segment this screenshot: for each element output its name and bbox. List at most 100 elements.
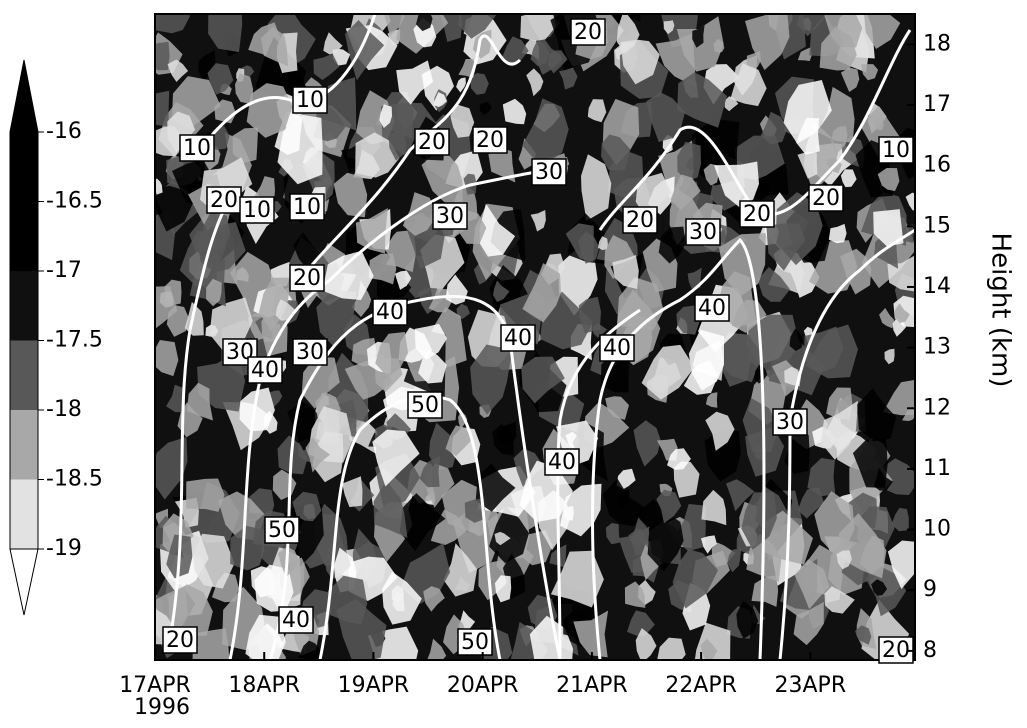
- field-blob: [192, 628, 230, 660]
- field-blob: [192, 533, 235, 589]
- contour-label: 10: [293, 195, 321, 220]
- x-tick-label: 23APR: [775, 673, 847, 698]
- field-blob: [479, 203, 516, 257]
- field-blob: [168, 584, 213, 636]
- field-blob: [559, 67, 578, 90]
- contour-label-box: [772, 408, 808, 436]
- field-blob: [333, 172, 368, 218]
- field-blob: [423, 586, 445, 612]
- field-blob: [630, 517, 650, 547]
- field-blob: [394, 270, 412, 290]
- field-blob: [418, 349, 447, 384]
- field-blob: [601, 134, 631, 171]
- field-blob: [494, 575, 512, 603]
- field-blob: [399, 493, 446, 551]
- field-blob: [232, 127, 259, 163]
- field-blob: [887, 540, 915, 589]
- field-blob: [820, 400, 858, 460]
- y-tick-label: 12: [923, 395, 951, 420]
- field-blob: [547, 50, 568, 74]
- contour-label: 50: [461, 630, 489, 655]
- field-blob: [831, 126, 848, 154]
- field-blob: [840, 67, 860, 92]
- field-blob: [488, 147, 516, 183]
- y-tick-label: 18: [923, 31, 951, 56]
- field-blob: [456, 303, 470, 320]
- field-blob: [445, 425, 472, 457]
- field-blob: [673, 461, 700, 498]
- field-blob: [797, 151, 818, 179]
- field-blob: [881, 458, 915, 495]
- field-blob: [700, 638, 718, 660]
- contour-label: 40: [603, 336, 631, 361]
- field-blob: [905, 192, 915, 211]
- contour-label-box: [407, 391, 443, 419]
- contour-label: 20: [812, 186, 840, 211]
- field-blob: [894, 303, 910, 324]
- field-blob: [593, 323, 608, 338]
- contour-label-box: [599, 334, 635, 362]
- field-blob: [891, 507, 909, 532]
- x-tick-label: 22APR: [665, 673, 737, 698]
- y-tick-label: 9: [923, 577, 937, 602]
- field-blob: [883, 379, 915, 416]
- contour-line: [168, 189, 237, 641]
- field-blob: [419, 456, 441, 488]
- field-blob: [730, 63, 767, 107]
- field-blob: [388, 130, 407, 161]
- contour-label-box: [239, 196, 275, 224]
- contour-label: 40: [698, 296, 726, 321]
- plot-frame: [154, 13, 916, 661]
- field-blob: [166, 384, 186, 413]
- contour-label: 20: [210, 188, 238, 213]
- field-blob: [766, 223, 806, 271]
- field-blob: [313, 53, 340, 80]
- field-blob: [824, 14, 863, 48]
- field-blob: [871, 579, 888, 596]
- field-blob: [677, 72, 727, 128]
- y-tick-label: 8: [923, 638, 937, 663]
- colorbar-label: -17: [46, 258, 82, 283]
- contour-label-box: [457, 628, 493, 656]
- field-blob: [372, 429, 420, 487]
- colorbar-label: -19: [46, 536, 82, 561]
- contour-line: [778, 228, 915, 660]
- contour-label-box: [289, 264, 325, 292]
- contour-label-box: [570, 18, 606, 46]
- colorbar-label: -17.5: [46, 328, 103, 353]
- field-blob: [456, 77, 466, 93]
- contour-label-box: [685, 218, 721, 246]
- colorbar: -16 -16.5 -17 -17.5 -18 -18.5 -19: [9, 59, 103, 616]
- field-blob: [292, 491, 322, 522]
- contour-label: 20: [166, 628, 194, 653]
- field-blob: [828, 223, 847, 244]
- field-blob: [647, 510, 684, 572]
- colorbar-band: [10, 201, 38, 271]
- field-blob: [155, 286, 178, 329]
- field-blob: [803, 326, 844, 374]
- field-blob: [879, 308, 895, 329]
- y-axis-label: Height (km): [986, 233, 1016, 388]
- contour-label-box: [432, 202, 468, 230]
- x-tick-label: 18APR: [228, 673, 300, 698]
- field-blob: [683, 360, 719, 395]
- field-blob: [855, 625, 872, 645]
- field-blob: [345, 20, 385, 81]
- x-tick-label: 19APR: [338, 673, 410, 698]
- contour-line: [591, 237, 766, 660]
- colorbar-label: -16: [46, 119, 82, 144]
- field-blob: [550, 550, 604, 608]
- field-blob: [865, 566, 907, 617]
- contour-line: [298, 34, 522, 281]
- field-blob: [727, 548, 742, 573]
- field-blob: [670, 174, 701, 211]
- field-blob: [155, 41, 170, 71]
- contour-label-box: [179, 134, 215, 162]
- field-blob: [783, 80, 832, 144]
- colorbar-label: -18: [46, 397, 82, 422]
- field-blob: [705, 411, 735, 451]
- y-tick-label: 16: [923, 153, 951, 178]
- field-blob: [902, 407, 915, 421]
- field-blob: [198, 49, 216, 82]
